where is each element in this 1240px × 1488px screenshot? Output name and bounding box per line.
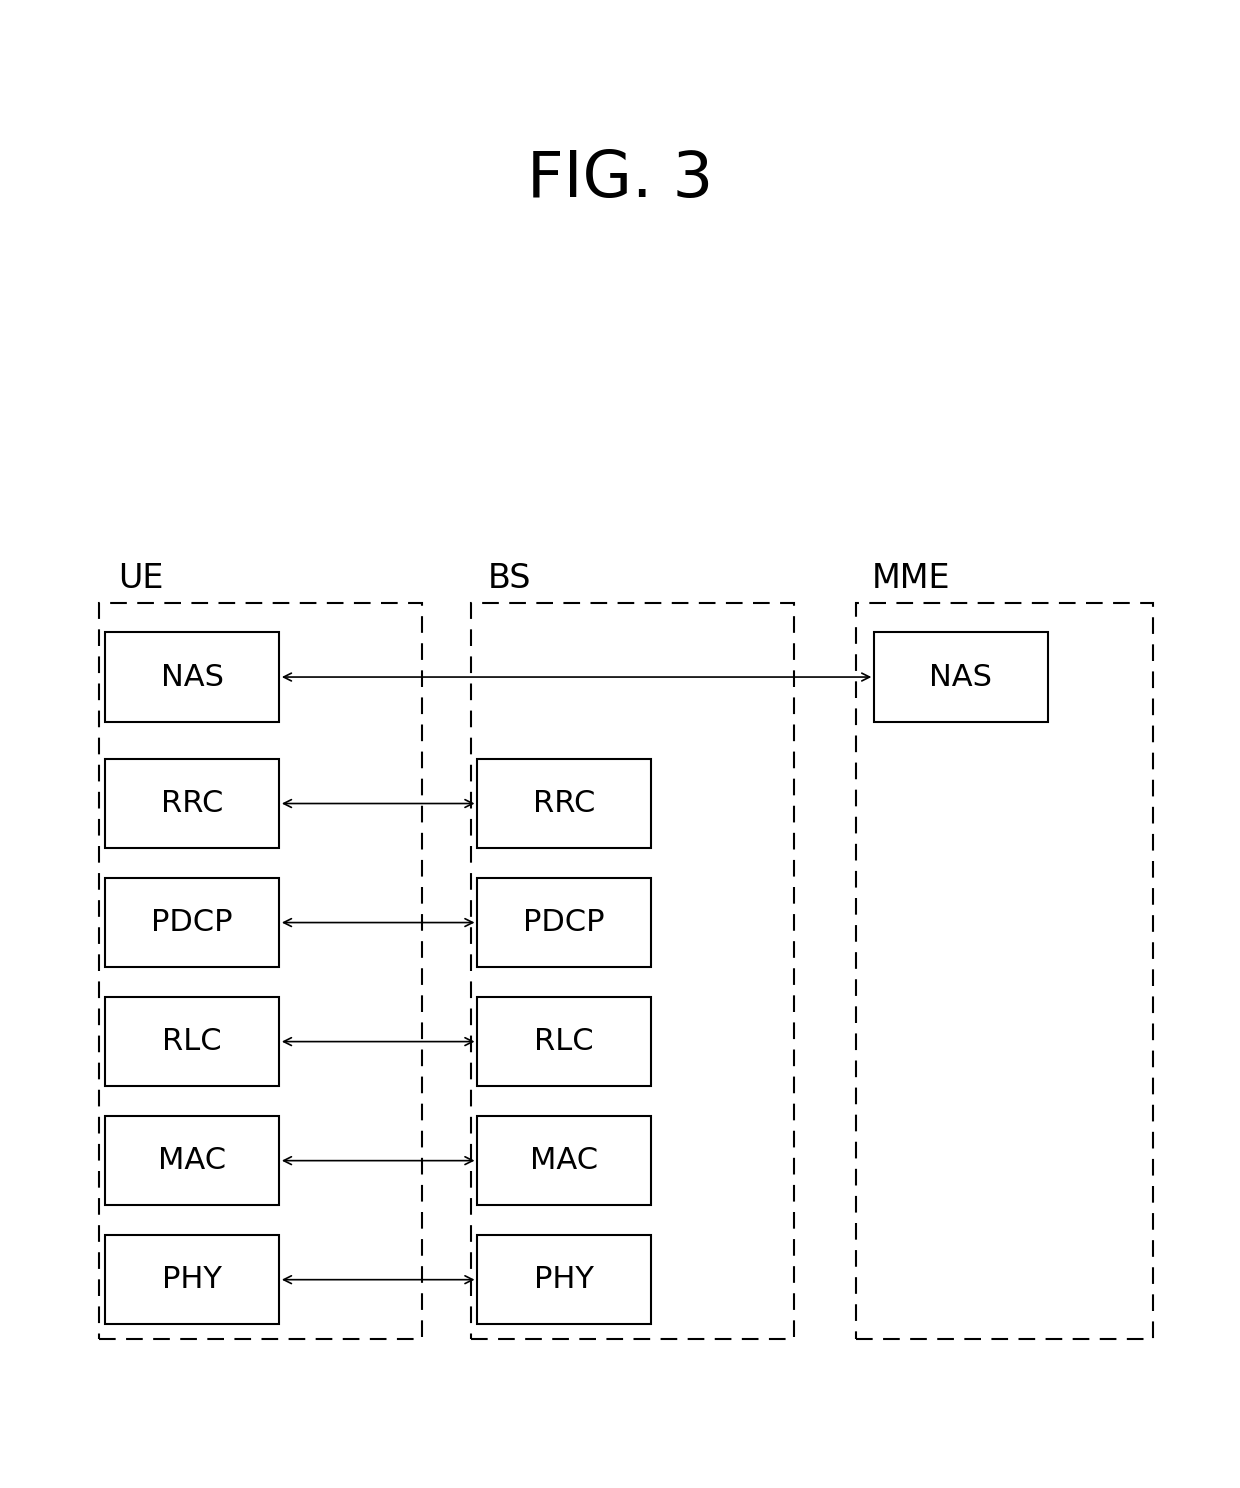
- Text: MAC: MAC: [531, 1146, 598, 1176]
- FancyBboxPatch shape: [105, 1116, 279, 1205]
- Text: UE: UE: [118, 562, 164, 595]
- Text: PDCP: PDCP: [523, 908, 605, 937]
- Text: MAC: MAC: [159, 1146, 226, 1176]
- FancyBboxPatch shape: [105, 632, 279, 722]
- FancyBboxPatch shape: [874, 632, 1048, 722]
- Text: NAS: NAS: [161, 662, 223, 692]
- FancyBboxPatch shape: [477, 1235, 651, 1324]
- Text: NAS: NAS: [930, 662, 992, 692]
- FancyBboxPatch shape: [477, 759, 651, 848]
- Text: RRC: RRC: [533, 789, 595, 818]
- FancyBboxPatch shape: [105, 759, 279, 848]
- Text: FIG. 3: FIG. 3: [527, 147, 713, 210]
- FancyBboxPatch shape: [105, 1235, 279, 1324]
- FancyBboxPatch shape: [105, 878, 279, 967]
- FancyBboxPatch shape: [105, 997, 279, 1086]
- Text: BS: BS: [487, 562, 531, 595]
- FancyBboxPatch shape: [477, 997, 651, 1086]
- Text: RRC: RRC: [161, 789, 223, 818]
- FancyBboxPatch shape: [477, 1116, 651, 1205]
- FancyBboxPatch shape: [477, 878, 651, 967]
- Text: PHY: PHY: [162, 1265, 222, 1295]
- Text: PDCP: PDCP: [151, 908, 233, 937]
- Text: RLC: RLC: [534, 1027, 594, 1056]
- Text: RLC: RLC: [162, 1027, 222, 1056]
- Text: MME: MME: [872, 562, 950, 595]
- Text: PHY: PHY: [534, 1265, 594, 1295]
